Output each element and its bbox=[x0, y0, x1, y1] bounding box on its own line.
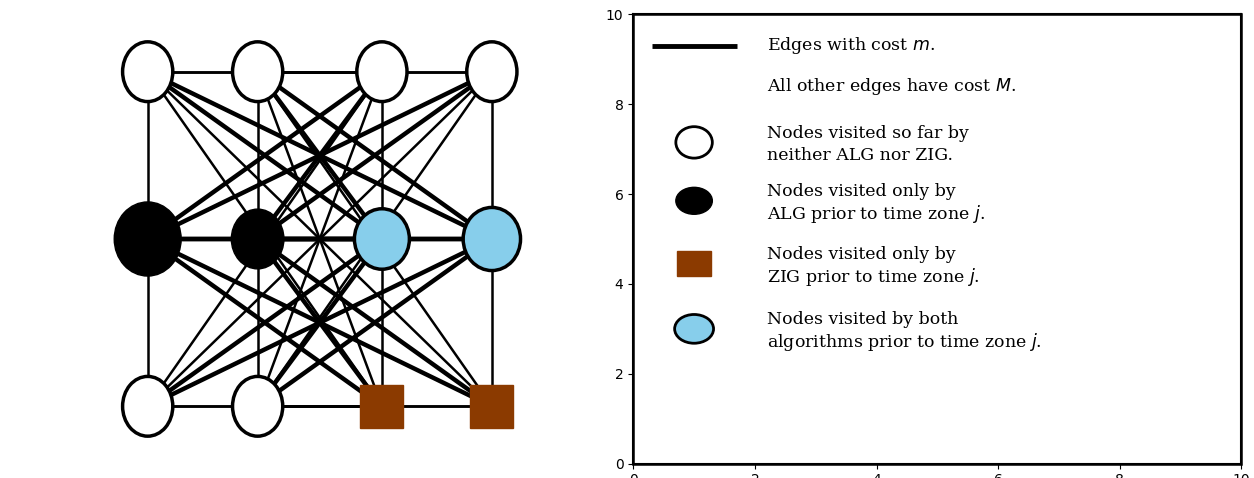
Ellipse shape bbox=[463, 207, 520, 271]
Ellipse shape bbox=[231, 209, 283, 269]
Text: Nodes visited only by: Nodes visited only by bbox=[767, 246, 956, 263]
Text: algorithms prior to time zone $j$.: algorithms prior to time zone $j$. bbox=[767, 331, 1042, 353]
Ellipse shape bbox=[355, 209, 409, 269]
Text: ALG prior to time zone $j$.: ALG prior to time zone $j$. bbox=[767, 203, 986, 225]
Ellipse shape bbox=[232, 42, 282, 102]
Text: Nodes visited so far by: Nodes visited so far by bbox=[767, 125, 969, 142]
Bar bbox=[677, 251, 711, 276]
Ellipse shape bbox=[232, 377, 282, 436]
Bar bbox=[470, 385, 513, 428]
Ellipse shape bbox=[676, 127, 712, 158]
Ellipse shape bbox=[466, 42, 517, 102]
Ellipse shape bbox=[114, 202, 181, 276]
Text: Nodes visited by both: Nodes visited by both bbox=[767, 311, 958, 328]
Text: Nodes visited only by: Nodes visited only by bbox=[767, 184, 956, 200]
Text: ZIG prior to time zone $j$.: ZIG prior to time zone $j$. bbox=[767, 266, 979, 288]
Ellipse shape bbox=[357, 42, 408, 102]
Text: Edges with cost $m$.: Edges with cost $m$. bbox=[767, 35, 935, 56]
Ellipse shape bbox=[123, 42, 173, 102]
Circle shape bbox=[676, 187, 712, 214]
Circle shape bbox=[675, 315, 714, 343]
Text: All other edges have cost $M$.: All other edges have cost $M$. bbox=[767, 76, 1016, 97]
Text: neither ALG nor ZIG.: neither ALG nor ZIG. bbox=[767, 147, 953, 164]
Bar bbox=[360, 385, 404, 428]
Ellipse shape bbox=[123, 377, 173, 436]
